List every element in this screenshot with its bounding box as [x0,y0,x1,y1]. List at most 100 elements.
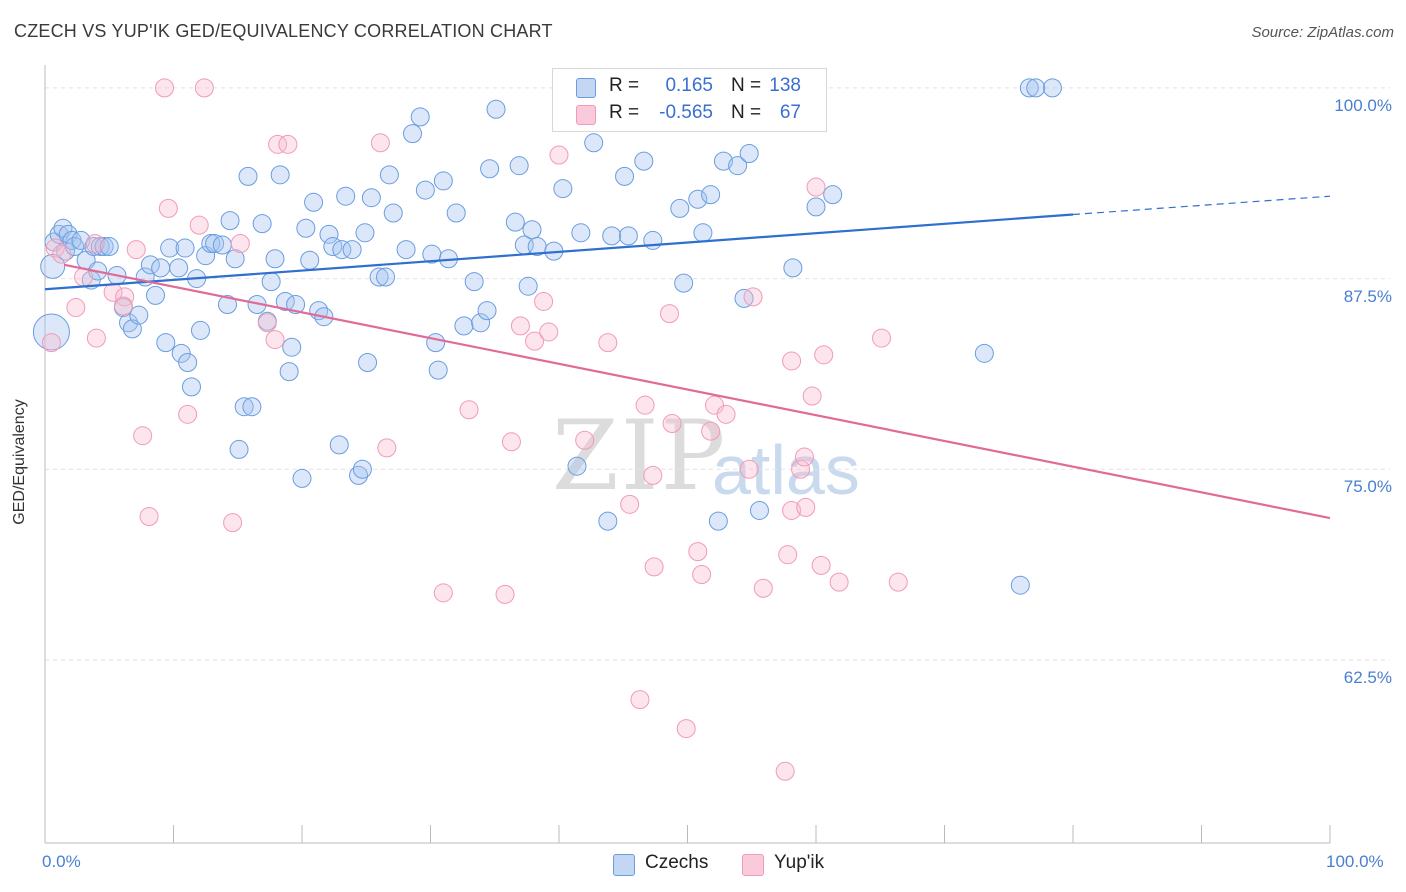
bottom-legend-label-czechs: Czechs [645,852,709,873]
point-czechs [701,185,721,205]
point-czechs [140,255,160,275]
point-czechs [728,156,748,176]
point-yupik [433,583,453,603]
point-czechs [270,165,290,185]
trend-line-yupik [64,263,1331,520]
point-czechs [279,362,299,382]
point-czechs [282,337,302,357]
point-yupik [549,145,569,165]
point-czechs [175,238,195,258]
point-czechs [567,456,587,476]
point-czechs [286,295,306,315]
chart-title: CZECH VS YUP'IK GED/EQUIVALENCY CORRELAT… [14,21,553,41]
point-yupik [268,134,288,154]
point-yupik [888,572,908,592]
point-yupik [155,78,175,98]
point-yupik [778,545,798,565]
point-czechs [171,343,191,363]
series-yupik [41,78,908,781]
point-czechs [342,240,362,260]
point-czechs [688,189,708,209]
point-yupik [178,404,198,424]
x-tick-max: 100.0% [1326,852,1384,871]
point-czechs [823,185,843,205]
point-yupik [85,233,105,253]
point-czechs [190,320,210,340]
source-label: Source: ZipAtlas.com [1251,24,1394,41]
point-czechs [212,235,232,255]
point-czechs [1042,78,1062,98]
point-czechs [415,180,435,200]
legend-r-label: R = [609,102,640,123]
point-czechs [225,249,245,269]
point-czechs [242,397,262,417]
point-czechs [602,226,622,246]
point-czechs [220,211,240,231]
y-tick-label: 87.5% [1343,286,1392,306]
y-tick-label: 100.0% [1334,95,1392,115]
point-czechs [181,377,201,397]
point-czechs [265,249,285,269]
point-czechs [410,107,430,127]
point-czechs [1019,78,1039,98]
point-yupik [86,328,106,348]
point-czechs [361,188,381,208]
point-yupik [41,333,61,353]
point-yupik [126,240,146,260]
point-yupik [113,296,133,316]
point-yupik [598,333,618,353]
point-yupik [692,565,712,585]
point-yupik [370,133,390,153]
point-czechs [598,511,618,531]
point-yupik [806,177,826,197]
point-yupik [660,304,680,324]
point-yupik [501,432,521,452]
point-yupik [811,555,831,575]
point-czechs [634,151,654,171]
point-czechs [275,291,295,311]
point-czechs [509,156,529,176]
point-czechs [477,301,497,321]
point-czechs [355,223,375,243]
point-czechs [229,439,249,459]
point-czechs [56,241,76,261]
point-yupik [775,761,795,781]
point-czechs [160,238,180,258]
point-czechs [571,223,591,243]
point-yupik [133,426,153,446]
point-czechs [332,240,352,260]
point-czechs [486,99,506,119]
point-yupik [66,298,86,318]
point-czechs [99,237,119,257]
point-czechs [749,500,769,520]
point-czechs [454,316,474,336]
trend-line-czechs [44,213,1074,291]
point-yupik [377,438,397,458]
point-czechs [261,272,281,292]
point-czechs [584,133,604,153]
legend-r-value: -0.565 [659,102,713,123]
point-yupik [635,395,655,415]
point-yupik [753,578,773,598]
point-czechs [300,250,320,270]
y-tick-label: 62.5% [1343,667,1392,687]
point-yupik [716,404,736,424]
point-czechs [296,218,316,238]
point-czechs [446,203,466,223]
point-czechs [783,258,803,278]
point-yupik [782,500,802,520]
point-yupik [189,215,209,235]
point-yupik [495,584,515,604]
point-yupik [743,287,763,307]
point-yupik [872,328,892,348]
point-yupik [525,331,545,351]
y-tick-label: 75.0% [1343,477,1392,497]
point-yupik [701,421,721,441]
axes [44,65,1331,844]
point-czechs [396,240,416,260]
point-yupik [644,557,664,577]
point-czechs [670,198,690,218]
point-yupik [510,316,530,336]
point-czechs [615,166,635,186]
